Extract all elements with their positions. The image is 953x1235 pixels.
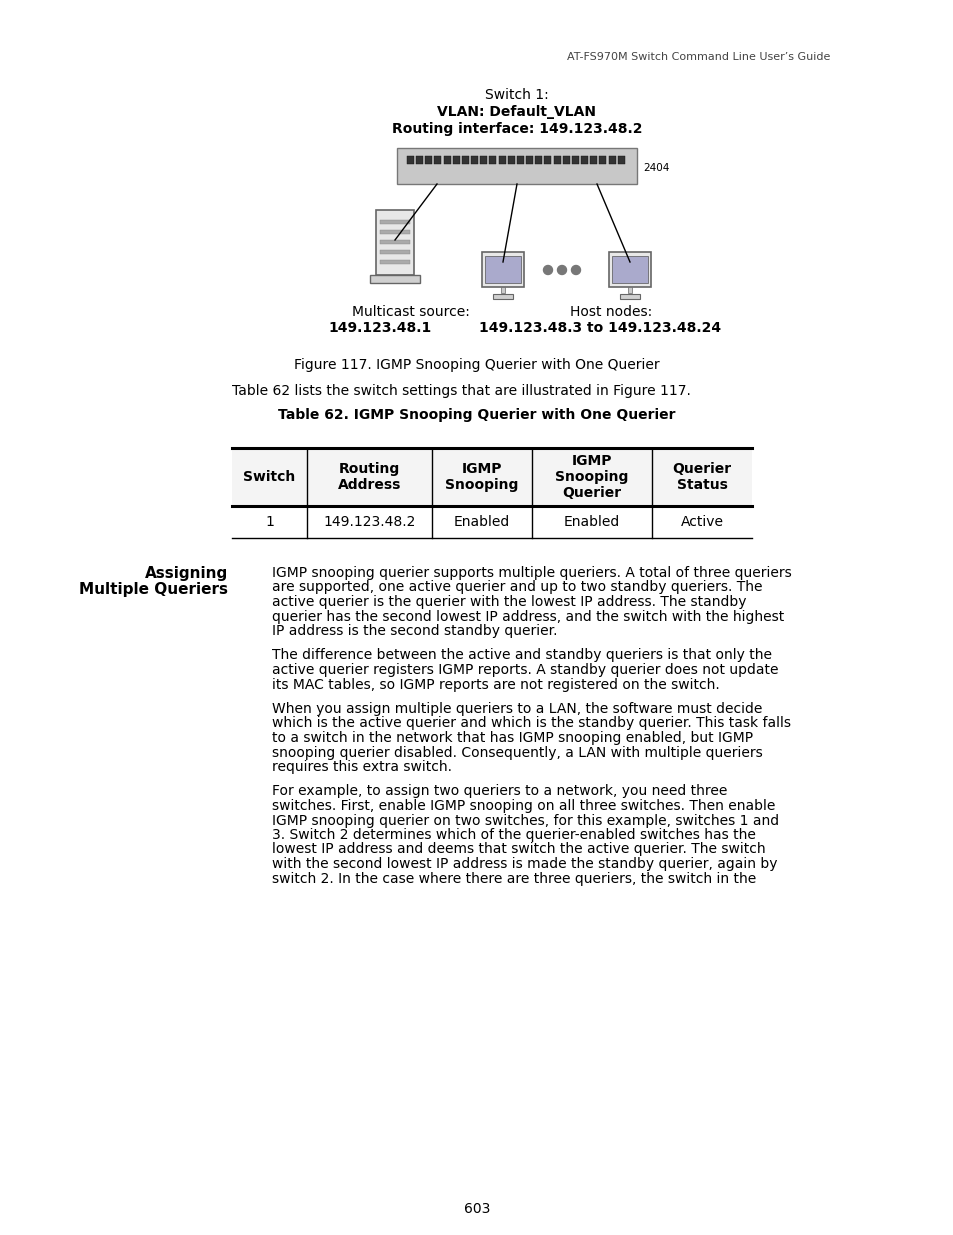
Text: Assigning: Assigning — [145, 566, 228, 580]
Text: to a switch in the network that has IGMP snooping enabled, but IGMP: to a switch in the network that has IGMP… — [272, 731, 752, 745]
Text: 149.123.48.3 to 149.123.48.24: 149.123.48.3 to 149.123.48.24 — [478, 321, 720, 335]
Text: 1: 1 — [265, 515, 274, 529]
Bar — [484, 256, 520, 283]
Text: with the second lowest IP address is made the standby querier, again by: with the second lowest IP address is mad… — [272, 857, 777, 871]
Bar — [461, 156, 469, 164]
Bar — [416, 156, 423, 164]
Bar — [493, 294, 513, 299]
Text: VLAN: Default_VLAN: VLAN: Default_VLAN — [437, 105, 596, 119]
Bar — [562, 156, 569, 164]
Text: 149.123.48.1: 149.123.48.1 — [328, 321, 431, 335]
Text: Multicast source:: Multicast source: — [352, 305, 470, 319]
Bar — [453, 156, 459, 164]
Bar — [379, 261, 410, 264]
Bar — [507, 156, 515, 164]
Bar — [517, 156, 523, 164]
Bar — [580, 156, 588, 164]
Bar — [627, 287, 631, 293]
Text: Routing interface: 149.123.48.2: Routing interface: 149.123.48.2 — [392, 122, 641, 136]
Bar — [379, 220, 410, 224]
FancyBboxPatch shape — [396, 148, 637, 184]
Bar — [443, 156, 450, 164]
Text: snooping querier disabled. Consequently, a LAN with multiple queriers: snooping querier disabled. Consequently,… — [272, 746, 762, 760]
Bar — [479, 156, 487, 164]
Bar — [544, 156, 551, 164]
Circle shape — [571, 266, 579, 274]
Bar — [232, 448, 751, 506]
Bar — [590, 156, 597, 164]
Text: When you assign multiple queriers to a LAN, the software must decide: When you assign multiple queriers to a L… — [272, 701, 761, 716]
Text: requires this extra switch.: requires this extra switch. — [272, 760, 452, 774]
Text: IP address is the second standby querier.: IP address is the second standby querier… — [272, 624, 557, 638]
Bar — [618, 156, 624, 164]
Text: active querier is the querier with the lowest IP address. The standby: active querier is the querier with the l… — [272, 595, 745, 609]
Text: For example, to assign two queriers to a network, you need three: For example, to assign two queriers to a… — [272, 784, 726, 799]
Bar — [526, 156, 533, 164]
Circle shape — [543, 266, 552, 274]
Text: Enabled: Enabled — [563, 515, 619, 529]
Text: Enabled: Enabled — [454, 515, 510, 529]
Text: Host nodes:: Host nodes: — [569, 305, 652, 319]
Text: switch 2. In the case where there are three queriers, the switch in the: switch 2. In the case where there are th… — [272, 872, 756, 885]
Text: switches. First, enable IGMP snooping on all three switches. Then enable: switches. First, enable IGMP snooping on… — [272, 799, 775, 813]
Bar — [619, 294, 639, 299]
Text: The difference between the active and standby queriers is that only the: The difference between the active and st… — [272, 648, 771, 662]
Text: Multiple Queriers: Multiple Queriers — [79, 582, 228, 597]
Text: its MAC tables, so IGMP reports are not registered on the switch.: its MAC tables, so IGMP reports are not … — [272, 678, 719, 692]
Text: Querier
Status: Querier Status — [672, 462, 731, 492]
Text: Figure 117. IGMP Snooping Querier with One Querier: Figure 117. IGMP Snooping Querier with O… — [294, 358, 659, 372]
FancyBboxPatch shape — [375, 210, 414, 275]
Text: Table 62. IGMP Snooping Querier with One Querier: Table 62. IGMP Snooping Querier with One… — [278, 408, 675, 422]
Text: AT-FS970M Switch Command Line User’s Guide: AT-FS970M Switch Command Line User’s Gui… — [566, 52, 829, 62]
Bar — [379, 240, 410, 245]
Text: 3. Switch 2 determines which of the querier-enabled switches has the: 3. Switch 2 determines which of the quer… — [272, 827, 755, 842]
Bar — [572, 156, 578, 164]
Text: which is the active querier and which is the standby querier. This task falls: which is the active querier and which is… — [272, 716, 790, 730]
Bar — [535, 156, 541, 164]
Bar — [407, 156, 414, 164]
Text: IGMP
Snooping
Querier: IGMP Snooping Querier — [555, 453, 628, 500]
Bar — [425, 156, 432, 164]
Text: 2404: 2404 — [642, 163, 669, 173]
Text: active querier registers IGMP reports. A standby querier does not update: active querier registers IGMP reports. A… — [272, 663, 778, 677]
Circle shape — [557, 266, 566, 274]
FancyBboxPatch shape — [608, 252, 650, 287]
Bar — [608, 156, 615, 164]
Text: 149.123.48.2: 149.123.48.2 — [323, 515, 416, 529]
Bar — [498, 156, 505, 164]
Text: Routing
Address: Routing Address — [337, 462, 401, 492]
Bar — [612, 256, 647, 283]
Bar — [471, 156, 477, 164]
Text: Switch 1:: Switch 1: — [485, 88, 548, 103]
Text: querier has the second lowest IP address, and the switch with the highest: querier has the second lowest IP address… — [272, 610, 783, 624]
Text: lowest IP address and deems that switch the active querier. The switch: lowest IP address and deems that switch … — [272, 842, 765, 857]
Bar — [489, 156, 496, 164]
Text: 603: 603 — [463, 1202, 490, 1216]
Text: IGMP snooping querier supports multiple queriers. A total of three queriers: IGMP snooping querier supports multiple … — [272, 566, 791, 580]
Text: IGMP
Snooping: IGMP Snooping — [445, 462, 518, 492]
FancyBboxPatch shape — [481, 252, 523, 287]
Text: are supported, one active querier and up to two standby queriers. The: are supported, one active querier and up… — [272, 580, 761, 594]
Text: IGMP snooping querier on two switches, for this example, switches 1 and: IGMP snooping querier on two switches, f… — [272, 814, 779, 827]
Bar — [379, 230, 410, 233]
Text: Switch: Switch — [243, 471, 295, 484]
Bar — [379, 249, 410, 254]
Bar — [598, 156, 606, 164]
Bar — [553, 156, 560, 164]
Bar — [500, 287, 504, 293]
Bar — [434, 156, 441, 164]
Bar — [370, 275, 419, 283]
Text: Active: Active — [679, 515, 722, 529]
Text: Table 62 lists the switch settings that are illustrated in Figure 117.: Table 62 lists the switch settings that … — [232, 384, 690, 398]
